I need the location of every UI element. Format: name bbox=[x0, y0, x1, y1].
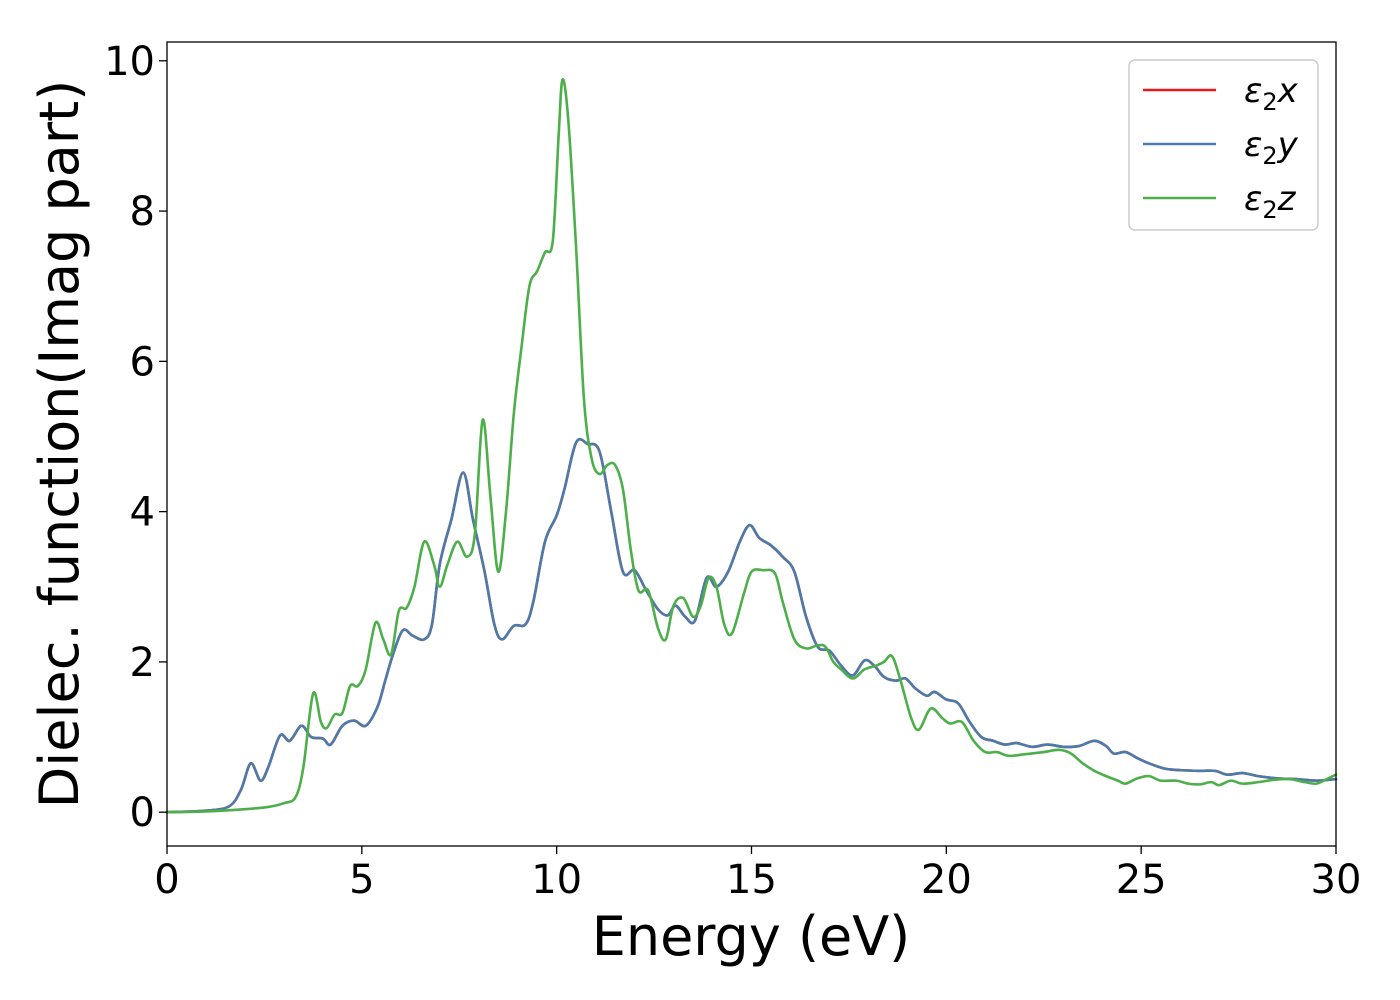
x-tick-label: 0 bbox=[154, 857, 179, 903]
x-axis-ticks: 0 5 10 15 20 25 30 bbox=[154, 846, 1361, 903]
legend-label-x: ε2x bbox=[1244, 71, 1299, 116]
plot-lines bbox=[165, 78, 1338, 814]
series-line-y bbox=[165, 437, 1338, 814]
legend-label-z: ε2z bbox=[1244, 179, 1297, 224]
y-axis-ticks: 0 2 4 6 8 10 bbox=[104, 39, 167, 836]
y-tick-label: 6 bbox=[130, 339, 155, 385]
legend-label-y: ε2y bbox=[1244, 125, 1299, 170]
x-tick-label: 10 bbox=[531, 857, 582, 903]
x-tick-label: 5 bbox=[349, 857, 374, 903]
series-line-z bbox=[165, 78, 1338, 814]
x-tick-label: 30 bbox=[1311, 857, 1362, 903]
y-tick-label: 4 bbox=[130, 490, 155, 536]
legend-box bbox=[1128, 59, 1319, 231]
x-axis-label: Energy (eV) bbox=[592, 905, 911, 968]
y-tick-label: 10 bbox=[104, 39, 155, 85]
legend: ε2x ε2y ε2z bbox=[1128, 59, 1319, 231]
y-tick-label: 8 bbox=[130, 189, 155, 235]
x-tick-label: 20 bbox=[921, 857, 972, 903]
y-tick-label: 2 bbox=[130, 640, 155, 686]
y-axis-label: Dielec. function(Imag part) bbox=[28, 80, 91, 809]
x-tick-label: 25 bbox=[1116, 857, 1167, 903]
y-tick-label: 0 bbox=[130, 790, 155, 836]
x-tick-label: 15 bbox=[726, 857, 777, 903]
